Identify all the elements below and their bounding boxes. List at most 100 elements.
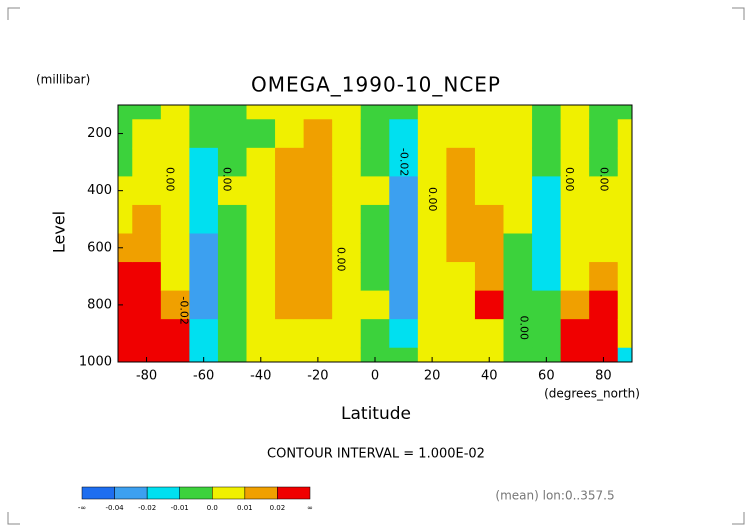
contour-cell: [446, 204, 476, 234]
contour-cell: [275, 290, 305, 320]
contour-label: -0.02: [178, 296, 191, 324]
contour-cell: [560, 105, 590, 120]
x-tick-label: 80: [595, 369, 612, 384]
contour-cell: [617, 176, 633, 206]
contour-cell: [189, 176, 219, 206]
contour-cell: [246, 105, 276, 120]
colorbar-label: -0.04: [106, 504, 125, 512]
contour-cell: [360, 147, 390, 177]
contour-cell: [160, 290, 190, 320]
contour-cell: [560, 290, 590, 320]
contour-cell: [417, 176, 447, 206]
contour-cell: [474, 347, 504, 363]
colorbar-label: -0.01: [171, 504, 189, 512]
contour-cell: [118, 319, 133, 349]
contour-cell: [389, 347, 419, 363]
colorbar-label: -0.02: [138, 504, 156, 512]
contour-cell: [417, 204, 447, 234]
contour-cell: [417, 347, 447, 363]
contour-cell: [389, 147, 419, 177]
contour-cell: [189, 204, 219, 234]
contour-cell: [246, 176, 276, 206]
contour-cell: [160, 204, 190, 234]
contour-cell: [217, 176, 247, 206]
contour-cell: [560, 347, 590, 363]
contour-cell: [532, 105, 562, 120]
contour-cell: [360, 290, 390, 320]
contour-cell: [118, 347, 133, 363]
contour-cell: [360, 262, 390, 292]
contour-cell: [532, 290, 562, 320]
contour-cell: [503, 347, 533, 363]
contour-cell: [303, 105, 333, 120]
contour-cell: [217, 119, 247, 149]
contour-cell: [132, 105, 162, 120]
contour-cell: [160, 347, 190, 363]
contour-cell: [417, 119, 447, 149]
colorbar-swatch: [244, 486, 278, 500]
contour-cell: [160, 262, 190, 292]
contour-cell: [303, 233, 333, 263]
contour-cell: [332, 290, 362, 320]
contour-cell: [589, 119, 619, 149]
contour-cell: [532, 347, 562, 363]
colorbar-label: 0.01: [237, 504, 253, 512]
contour-cell: [246, 233, 276, 263]
contour-cell: [118, 176, 133, 206]
contour-cell: [389, 233, 419, 263]
contour-cell: [360, 347, 390, 363]
contour-cell: [503, 147, 533, 177]
contour-cell: [160, 319, 190, 349]
y-tick-label: 800: [87, 297, 112, 312]
contour-cell: [560, 262, 590, 292]
y-axis-label: Level: [50, 211, 69, 253]
contour-cell: [589, 105, 619, 120]
contour-cell: [160, 119, 190, 149]
contour-cell: [617, 119, 633, 149]
contour-cell: [303, 319, 333, 349]
contour-label: 0.00: [426, 187, 439, 212]
corner-mark: [7, 512, 20, 525]
contour-cell: [275, 233, 305, 263]
contour-cell: [474, 262, 504, 292]
y-tick-label: 400: [87, 183, 112, 198]
contour-cell: [589, 233, 619, 263]
corner-marks: [7, 7, 745, 525]
contour-cell: [217, 233, 247, 263]
contour-cell: [532, 147, 562, 177]
contour-cell: [589, 347, 619, 363]
corner-mark: [7, 7, 20, 20]
contour-cell: [617, 290, 633, 320]
contour-cell: [589, 290, 619, 320]
contour-cell: [474, 147, 504, 177]
contour-cell: [474, 105, 504, 120]
contour-cell: [389, 105, 419, 120]
contour-cell: [503, 262, 533, 292]
contour-cell: [217, 347, 247, 363]
x-tick-label: -60: [193, 369, 214, 384]
contour-cell: [189, 319, 219, 349]
colorbar-swatch: [114, 486, 148, 500]
contour-cell: [503, 105, 533, 120]
colorbar-label: 0.02: [270, 504, 286, 512]
contour-cell: [617, 105, 633, 120]
contour-cell: [332, 233, 362, 263]
contour-cell: [118, 204, 133, 234]
contour-cell: [303, 347, 333, 363]
contour-cell: [560, 119, 590, 149]
contour-cell: [246, 319, 276, 349]
contour-cell: [303, 176, 333, 206]
contour-cell: [446, 290, 476, 320]
contour-cell: [132, 319, 162, 349]
subtitle: CONTOUR INTERVAL = 1.000E-02: [267, 447, 485, 462]
contour-cell: [189, 347, 219, 363]
contour-cell: [132, 290, 162, 320]
contour-cell: [303, 204, 333, 234]
contour-cell: [132, 119, 162, 149]
contour-cell: [589, 204, 619, 234]
contour-cell: [132, 233, 162, 263]
contour-cell: [446, 176, 476, 206]
contour-cell: [617, 233, 633, 263]
contour-cell: [532, 119, 562, 149]
contour-cell: [303, 290, 333, 320]
